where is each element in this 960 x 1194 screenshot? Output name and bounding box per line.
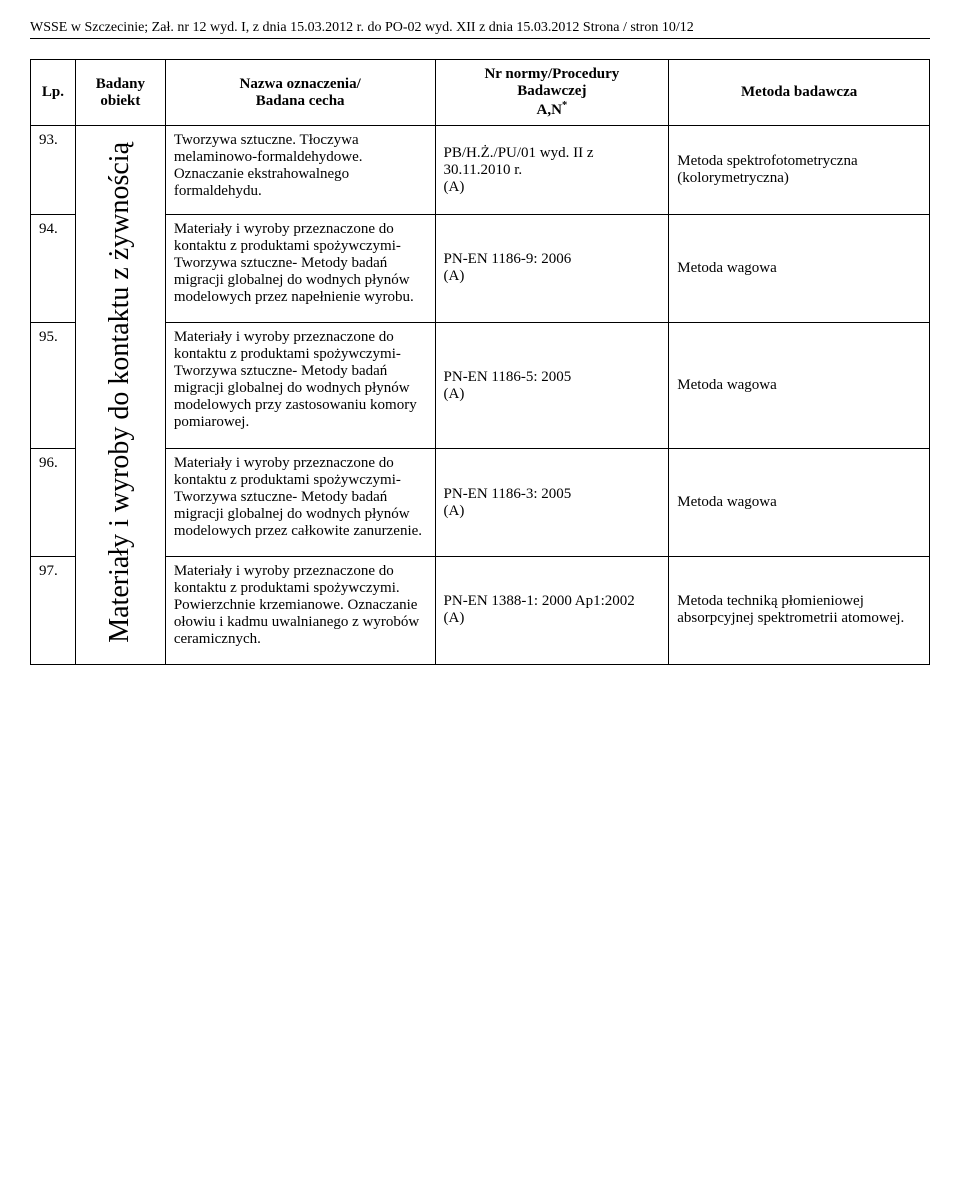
col-obiekt-l2: obiekt — [100, 93, 140, 109]
cell-norma: PN-EN 1186-3: 2005 (A) — [435, 449, 669, 557]
cell-nazwa: Materiały i wyroby przeznaczone do konta… — [165, 322, 435, 448]
table-header-row: Lp. Badany obiekt Nazwa oznaczenia/ Bada… — [31, 60, 930, 126]
col-obiekt-l1: Badany — [96, 76, 145, 92]
cell-norma: PN-EN 1186-5: 2005 (A) — [435, 322, 669, 448]
col-lp: Lp. — [31, 60, 76, 126]
col-nazwa-l2: Badana cecha — [256, 93, 345, 109]
table-row: 95. Materiały i wyroby przeznaczone do k… — [31, 322, 930, 448]
col-norma: Nr normy/Procedury Badawczej A,N* — [435, 60, 669, 126]
cell-obiekt-vertical: Materiały i wyroby do kontaktu z żywnośc… — [75, 126, 165, 665]
col-nazwa-l1: Nazwa oznaczenia/ — [240, 76, 361, 92]
col-metoda: Metoda badawcza — [669, 60, 930, 126]
cell-lp: 93. — [31, 126, 76, 215]
cell-metoda: Metoda wagowa — [669, 322, 930, 448]
cell-metoda: Metoda spektrofotometryczna (kolorymetry… — [669, 126, 930, 215]
table-row: 96. Materiały i wyroby przeznaczone do k… — [31, 449, 930, 557]
data-table: Lp. Badany obiekt Nazwa oznaczenia/ Bada… — [30, 59, 930, 665]
cell-lp: 96. — [31, 449, 76, 557]
col-norma-sup: * — [562, 100, 567, 111]
obiekt-vertical-text: Materiały i wyroby do kontaktu z żywnośc… — [104, 132, 136, 653]
cell-metoda: Metoda wagowa — [669, 449, 930, 557]
cell-lp: 95. — [31, 322, 76, 448]
cell-nazwa: Materiały i wyroby przeznaczone do konta… — [165, 449, 435, 557]
cell-norma: PN-EN 1388-1: 2000 Ap1:2002 (A) — [435, 556, 669, 664]
cell-lp: 97. — [31, 556, 76, 664]
cell-norma: PN-EN 1186-9: 2006 (A) — [435, 215, 669, 323]
cell-lp: 94. — [31, 215, 76, 323]
col-norma-l2: Badawczej — [517, 83, 586, 99]
cell-nazwa: Tworzywa sztuczne. Tłoczywa melaminowo-f… — [165, 126, 435, 215]
table-row: 97. Materiały i wyroby przeznaczone do k… — [31, 556, 930, 664]
table-row: 93. Materiały i wyroby do kontaktu z żyw… — [31, 126, 930, 215]
cell-norma: PB/H.Ż./PU/01 wyd. II z 30.11.2010 r.(A) — [435, 126, 669, 215]
col-obiekt: Badany obiekt — [75, 60, 165, 126]
cell-nazwa: Materiały i wyroby przeznaczone do konta… — [165, 556, 435, 664]
col-norma-l3: A,N — [537, 102, 562, 118]
cell-nazwa: Materiały i wyroby przeznaczone do konta… — [165, 215, 435, 323]
col-nazwa: Nazwa oznaczenia/ Badana cecha — [165, 60, 435, 126]
col-norma-l1: Nr normy/Procedury — [484, 66, 619, 82]
table-row: 94. Materiały i wyroby przeznaczone do k… — [31, 215, 930, 323]
page-header: WSSE w Szczecinie; Zał. nr 12 wyd. I, z … — [30, 20, 930, 39]
cell-metoda: Metoda wagowa — [669, 215, 930, 323]
cell-metoda: Metoda techniką płomieniowej absorpcyjne… — [669, 556, 930, 664]
